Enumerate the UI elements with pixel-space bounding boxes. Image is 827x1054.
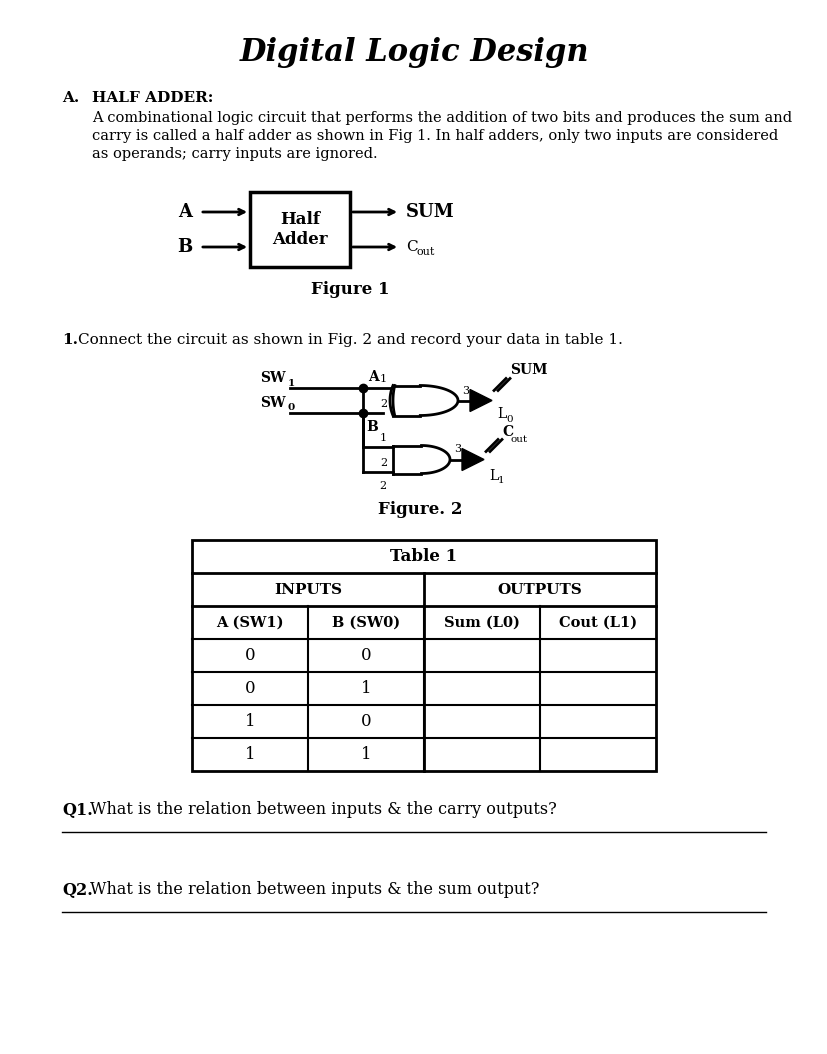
Text: 0: 0 bbox=[288, 404, 295, 412]
Text: What is the relation between inputs & the carry outputs?: What is the relation between inputs & th… bbox=[90, 801, 556, 819]
Text: B: B bbox=[366, 419, 377, 434]
Text: 0: 0 bbox=[505, 415, 512, 424]
Bar bbox=[250, 192, 350, 267]
Text: SUM: SUM bbox=[509, 364, 547, 377]
Text: Connect the circuit as shown in Fig. 2 and record your data in table 1.: Connect the circuit as shown in Fig. 2 a… bbox=[78, 333, 622, 347]
Bar bbox=[192, 540, 655, 770]
Text: 2: 2 bbox=[379, 481, 386, 491]
Text: B: B bbox=[176, 238, 192, 256]
Text: 3: 3 bbox=[453, 445, 461, 454]
Polygon shape bbox=[470, 390, 491, 411]
Text: out: out bbox=[417, 247, 435, 257]
Text: 1: 1 bbox=[361, 680, 370, 697]
Text: 1: 1 bbox=[380, 374, 386, 384]
Text: C: C bbox=[501, 425, 513, 438]
Text: as operands; carry inputs are ignored.: as operands; carry inputs are ignored. bbox=[92, 147, 377, 161]
Text: Figure 1: Figure 1 bbox=[310, 281, 389, 298]
Text: 1: 1 bbox=[380, 433, 386, 443]
Text: Half
Adder: Half Adder bbox=[272, 211, 327, 248]
Text: carry is called a half adder as shown in Fig 1. In half adders, only two inputs : carry is called a half adder as shown in… bbox=[92, 129, 777, 143]
Text: A: A bbox=[178, 203, 192, 221]
Text: INPUTS: INPUTS bbox=[274, 583, 342, 597]
Text: 0: 0 bbox=[245, 647, 255, 664]
Text: A: A bbox=[367, 370, 378, 384]
Text: A (SW1): A (SW1) bbox=[216, 616, 284, 629]
Text: 1: 1 bbox=[361, 746, 370, 763]
Polygon shape bbox=[461, 449, 484, 470]
Text: OUTPUTS: OUTPUTS bbox=[497, 583, 581, 597]
Text: 1.: 1. bbox=[62, 333, 78, 347]
Text: Sum (L0): Sum (L0) bbox=[443, 616, 519, 629]
Text: 0: 0 bbox=[245, 680, 255, 697]
Text: 3: 3 bbox=[461, 386, 469, 395]
Text: Q2.: Q2. bbox=[62, 881, 93, 898]
Text: Q1.: Q1. bbox=[62, 801, 93, 819]
Text: SUM: SUM bbox=[405, 203, 454, 221]
Text: Figure. 2: Figure. 2 bbox=[377, 502, 461, 519]
Text: 1: 1 bbox=[245, 713, 255, 730]
Text: What is the relation between inputs & the sum output?: What is the relation between inputs & th… bbox=[90, 881, 538, 898]
Text: 1: 1 bbox=[288, 378, 295, 388]
Text: 1: 1 bbox=[245, 746, 255, 763]
Text: A combinational logic circuit that performs the addition of two bits and produce: A combinational logic circuit that perfo… bbox=[92, 111, 791, 125]
Text: 0: 0 bbox=[361, 647, 370, 664]
Text: L: L bbox=[496, 408, 505, 422]
Text: C: C bbox=[405, 240, 417, 254]
Text: A.: A. bbox=[62, 91, 79, 105]
Text: SW: SW bbox=[260, 396, 285, 410]
Text: HALF ADDER:: HALF ADDER: bbox=[92, 91, 213, 105]
Text: B (SW0): B (SW0) bbox=[332, 616, 399, 629]
Text: Digital Logic Design: Digital Logic Design bbox=[239, 37, 588, 67]
Text: 0: 0 bbox=[361, 713, 370, 730]
Text: Table 1: Table 1 bbox=[390, 548, 457, 565]
Text: 2: 2 bbox=[380, 458, 386, 468]
Text: Cout (L1): Cout (L1) bbox=[558, 616, 636, 629]
Text: L: L bbox=[489, 468, 498, 483]
Text: 1: 1 bbox=[497, 476, 504, 485]
Text: SW: SW bbox=[260, 371, 285, 385]
Text: out: out bbox=[510, 434, 528, 444]
Text: 2: 2 bbox=[380, 399, 386, 409]
